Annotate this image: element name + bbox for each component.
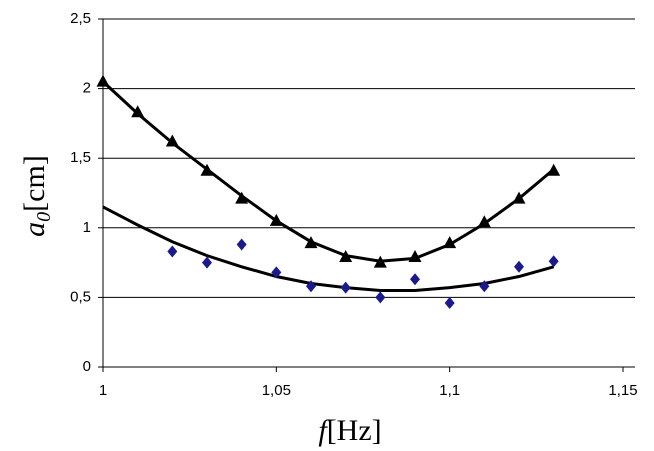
diamond-point: [236, 238, 247, 251]
triangle-point: [512, 191, 526, 204]
diamond-point: [202, 256, 212, 269]
fit-curve: [102, 205, 555, 292]
fit-curve: [101, 80, 555, 263]
triangle-point: [96, 74, 110, 87]
triangle-point: [547, 163, 561, 176]
triangle-point: [339, 250, 353, 263]
diamond-point: [167, 245, 178, 258]
triangle-point: [200, 163, 214, 176]
diamond-point: [514, 260, 524, 273]
y-tick-label: 1: [83, 219, 91, 236]
y-tick-label: 0,5: [70, 288, 91, 305]
triangle-point: [373, 255, 387, 268]
x-label-unit: [Hz]: [327, 414, 382, 447]
triangle-point: [477, 215, 491, 228]
diamond-point: [375, 291, 386, 304]
diamond-point: [340, 281, 351, 294]
y-tick-label: 0: [83, 358, 91, 375]
y-tick-label: 2: [83, 80, 91, 97]
triangle-point: [235, 191, 249, 204]
triangle-point: [443, 236, 457, 249]
x-tick-label: 1: [99, 382, 107, 399]
y-axis-label: a0[cm]: [18, 155, 55, 237]
diamond-point: [271, 266, 282, 279]
y-label-symbol: a: [18, 222, 51, 237]
triangle-point: [131, 105, 145, 118]
diamond-point: [444, 296, 455, 309]
triangle-point: [269, 213, 283, 226]
triangle-point: [304, 236, 318, 249]
x-tick-label: 1,15: [608, 382, 637, 399]
diamond-point: [410, 273, 420, 286]
diamond-point: [479, 280, 490, 293]
x-tick-label: 1,1: [439, 382, 460, 399]
diamond-point: [306, 280, 316, 293]
triangle-point: [165, 134, 179, 147]
diamond-point: [548, 255, 559, 268]
triangle-point: [408, 250, 422, 263]
y-tick-label: 2,5: [70, 10, 91, 27]
y-tick-label: 1,5: [70, 149, 91, 166]
y-label-unit: [cm]: [18, 155, 51, 212]
x-axis-label: f[Hz]: [318, 414, 381, 447]
y-label-subscript: 0: [33, 212, 55, 222]
x-tick-label: 1,05: [262, 382, 291, 399]
